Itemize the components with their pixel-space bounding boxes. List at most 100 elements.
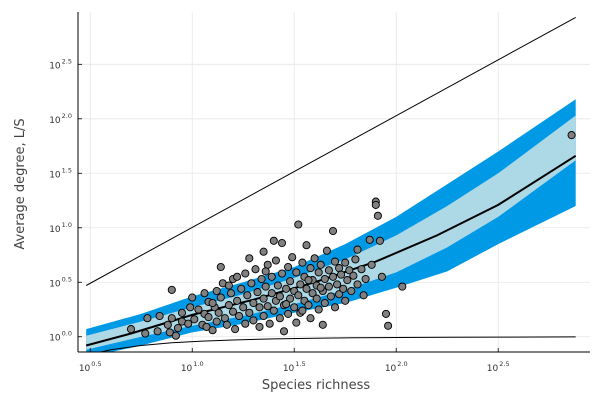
- upper-bound-line: [85, 16, 576, 286]
- data-points: [126, 131, 576, 340]
- data-point: [288, 253, 297, 262]
- data-point: [316, 260, 325, 269]
- data-point: [279, 327, 289, 336]
- data-point: [277, 238, 287, 248]
- data-point: [269, 236, 278, 245]
- data-point: [173, 323, 183, 333]
- data-point: [177, 308, 187, 317]
- data-point: [245, 308, 254, 317]
- data-point: [228, 307, 238, 316]
- data-point: [306, 264, 315, 273]
- data-point: [343, 276, 352, 285]
- data-point: [251, 265, 260, 274]
- data-point: [241, 319, 250, 328]
- x-tick-label: 100.5: [79, 360, 102, 374]
- data-point: [255, 303, 264, 312]
- data-point: [167, 285, 176, 294]
- data-point: [233, 296, 242, 305]
- data-point: [216, 293, 225, 302]
- data-point: [347, 286, 356, 296]
- data-point: [155, 311, 164, 321]
- data-point: [326, 292, 335, 301]
- data-point: [214, 308, 223, 317]
- confidence-bands: [86, 99, 576, 352]
- data-point: [273, 281, 282, 290]
- data-point: [302, 284, 311, 293]
- data-point: [306, 314, 315, 323]
- data-point: [302, 241, 311, 250]
- data-point: [298, 306, 307, 315]
- data-point: [322, 246, 331, 255]
- data-point: [271, 256, 280, 265]
- data-point: [337, 270, 346, 279]
- data-point: [239, 303, 248, 312]
- data-point: [277, 269, 287, 278]
- data-point: [259, 311, 268, 321]
- data-point: [257, 274, 266, 284]
- data-point: [190, 315, 199, 324]
- x-tick-label: 102.5: [487, 360, 510, 374]
- data-point: [204, 313, 213, 322]
- data-point: [308, 289, 317, 298]
- data-point: [253, 288, 262, 297]
- data-point: [200, 289, 209, 298]
- axes: [77, 12, 590, 353]
- data-point: [330, 257, 340, 266]
- data-point: [312, 294, 321, 303]
- data-point: [153, 327, 162, 336]
- data-point: [294, 220, 303, 229]
- x-axis-label: Species richness: [262, 378, 371, 393]
- data-point: [298, 258, 307, 267]
- data-point: [208, 326, 217, 335]
- data-point: [345, 266, 354, 275]
- data-point: [255, 322, 264, 331]
- data-point: [365, 235, 374, 244]
- data-point: [226, 289, 236, 298]
- data-point: [290, 303, 299, 312]
- data-point: [188, 293, 197, 302]
- data-point: [216, 262, 225, 272]
- inner-band: [86, 115, 576, 350]
- data-point: [310, 254, 319, 263]
- data-point: [377, 272, 386, 281]
- y-tick-label: 102.5: [49, 57, 72, 71]
- data-point: [202, 322, 211, 331]
- data-point: [249, 298, 258, 308]
- data-point: [294, 291, 303, 300]
- data-point: [314, 305, 323, 314]
- y-tick-label: 100.5: [49, 275, 72, 289]
- data-point: [349, 271, 358, 280]
- x-tick-label: 101.5: [283, 360, 306, 374]
- data-point: [233, 272, 242, 281]
- data-point: [335, 290, 344, 299]
- y-tick-label: 100.0: [49, 330, 72, 344]
- data-point: [220, 314, 229, 323]
- data-point: [318, 320, 327, 329]
- data-point: [249, 316, 258, 325]
- data-point: [304, 276, 313, 285]
- data-point: [141, 329, 150, 338]
- data-point: [275, 314, 284, 323]
- data-point: [381, 309, 391, 318]
- data-point: [224, 281, 233, 290]
- data-point: [261, 282, 270, 291]
- data-point: [292, 268, 301, 277]
- data-point: [304, 301, 313, 310]
- data-point: [267, 272, 276, 281]
- data-point: [165, 328, 174, 337]
- data-point: [143, 314, 152, 323]
- data-point: [353, 245, 362, 254]
- data-point: [373, 211, 382, 220]
- data-point: [398, 282, 407, 291]
- data-point: [261, 267, 270, 276]
- data-point: [247, 279, 256, 288]
- data-point: [224, 301, 233, 310]
- data-point: [284, 309, 293, 318]
- data-point: [284, 262, 293, 272]
- y-tick-label: 102.0: [49, 112, 72, 126]
- data-point: [371, 200, 380, 209]
- data-point: [357, 265, 366, 274]
- data-point: [275, 292, 284, 301]
- data-point: [194, 305, 203, 314]
